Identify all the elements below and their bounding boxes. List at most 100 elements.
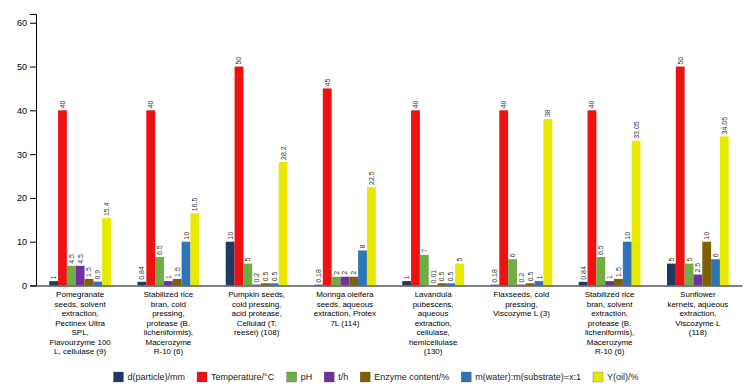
- data-label: 0.5: [447, 271, 454, 281]
- x-tick-label: Stabilized ricebran, solventextraction,p…: [585, 290, 635, 356]
- y-tick-label: 20: [17, 193, 27, 203]
- x-tick-label-line: bran, cold: [151, 300, 186, 309]
- x-tick-label: Pomegranateseeds, solventextraction,Pect…: [49, 290, 111, 356]
- data-label: 50: [677, 57, 684, 65]
- x-tick-label-line: cellulase,: [416, 328, 449, 337]
- x-tick-label-line: extraction,: [591, 309, 628, 318]
- data-label: 45: [324, 79, 331, 87]
- x-tick: Stabilized ricebran, coldpressing,protea…: [143, 286, 193, 357]
- bar: [490, 284, 499, 285]
- y-tick: 0: [22, 281, 36, 291]
- x-tick: Lavandulapubescens,aqueousextraction,cel…: [409, 286, 458, 357]
- chart-svg: d(particle)/mm Temperature/°C pH t/h Enzyme …: [0, 0, 752, 390]
- bar: [693, 275, 702, 286]
- x-tick-label-line: hemicellulase: [409, 338, 458, 347]
- bar-series: [76, 266, 703, 286]
- x-tick: Moringa oleiferaseeds, aqueousextraction…: [314, 286, 376, 328]
- legend-item: Temperature/°C: [197, 372, 275, 382]
- bar: [67, 266, 76, 286]
- data-label: 0.5: [262, 271, 269, 281]
- x-tick-label-line: (118): [689, 328, 707, 337]
- data-label: 1.5: [174, 267, 181, 277]
- data-label: 4.5: [77, 254, 84, 264]
- bar: [85, 279, 94, 286]
- bar: [526, 283, 535, 285]
- y-tick-mark: [30, 154, 36, 155]
- x-tick: Stabilized ricebran, solventextraction,p…: [585, 286, 635, 357]
- data-label: 1.5: [85, 267, 92, 277]
- x-tick-label-line: protease (B.: [588, 319, 632, 328]
- y-axis: 0102030405060: [17, 15, 37, 291]
- bar: [588, 110, 597, 285]
- legend-swatch: [461, 372, 471, 382]
- bar: [543, 119, 552, 285]
- data-label: 1: [50, 275, 57, 279]
- data-label: 10: [183, 232, 190, 240]
- data-label: 7: [421, 249, 428, 253]
- y-tick-mark: [30, 67, 36, 68]
- bar: [314, 284, 323, 285]
- y-axis-line: [30, 15, 37, 287]
- data-labels: 10.84100.1810.180.84540405045404040504.5…: [50, 57, 728, 284]
- data-label: 2.5: [694, 263, 701, 273]
- data-label: 6.5: [597, 245, 604, 255]
- bar: [252, 284, 261, 285]
- y-tick: 20: [17, 193, 36, 203]
- bar: [605, 281, 614, 285]
- data-label: 0.9: [94, 270, 101, 280]
- bar-series: [85, 242, 712, 286]
- y-tick: 30: [17, 150, 36, 160]
- x-tick-label-line: Lavandula: [415, 290, 452, 299]
- bar: [614, 279, 623, 286]
- data-label: 40: [588, 100, 595, 108]
- x-tick-label-line: licheniformis),: [144, 328, 193, 337]
- legend-label: d(particle)/mm: [127, 372, 185, 382]
- bar: [164, 281, 173, 285]
- x-tick-label-line: Viscozyme L (3): [493, 309, 550, 318]
- bar: [711, 259, 720, 285]
- legend-swatch: [360, 372, 370, 382]
- data-label: 5: [456, 258, 463, 262]
- bar: [146, 110, 155, 285]
- data-label: 16.5: [191, 198, 198, 212]
- y-tick-label: 0: [22, 281, 27, 291]
- x-tick-label-line: Pectinex Ultra: [55, 319, 105, 328]
- legend-item: t/h: [324, 372, 348, 382]
- x-tick-label: Lavandulapubescens,aqueousextraction,cel…: [409, 290, 458, 356]
- bar: [508, 259, 517, 285]
- bar: [49, 281, 58, 285]
- data-label: 0.01: [430, 270, 437, 284]
- x-tick-label-line: 7L (114): [330, 319, 359, 328]
- bar: [58, 110, 67, 285]
- bar: [349, 277, 358, 286]
- x-tick-label: Stabilized ricebran, coldpressing,protea…: [143, 290, 193, 356]
- x-tick-label-line: Pomegranate: [56, 290, 105, 299]
- data-label: 40: [59, 100, 66, 108]
- legend-label: pH: [301, 372, 313, 382]
- bar: [623, 242, 632, 286]
- bars: [49, 67, 729, 286]
- y-tick-mark: [30, 23, 36, 24]
- bar: [76, 266, 85, 286]
- x-tick: Pumpkin seeds,cold pressing,acid proteas…: [228, 286, 285, 338]
- bar: [235, 67, 244, 286]
- x-tick-label-line: bran, solvent: [587, 300, 634, 309]
- bar: [102, 218, 111, 285]
- legend-swatch: [113, 372, 123, 382]
- legend-item: m(water):m(substrate)=x:1: [461, 372, 581, 382]
- bar: [411, 110, 420, 285]
- legend-label: Enzyme content/%: [374, 372, 449, 382]
- legend-swatch: [324, 372, 334, 382]
- x-tick-label-line: extraction,: [679, 309, 716, 318]
- data-label: 1.5: [615, 267, 622, 277]
- x-tick-label-line: acid protease,: [231, 309, 281, 318]
- bar: [226, 242, 235, 286]
- y-tick-label: 30: [17, 150, 27, 160]
- x-tick-label: Flaxseeds, coldpressing,Viscozyme L (3): [493, 290, 550, 318]
- y-tick-mark: [30, 242, 36, 243]
- bar-series: [67, 255, 694, 286]
- bar: [93, 282, 102, 286]
- x-tick-label-line: Pumpkin seeds,: [228, 290, 285, 299]
- data-label: 2: [333, 271, 340, 275]
- x-tick-label-line: Macerozyme: [145, 338, 191, 347]
